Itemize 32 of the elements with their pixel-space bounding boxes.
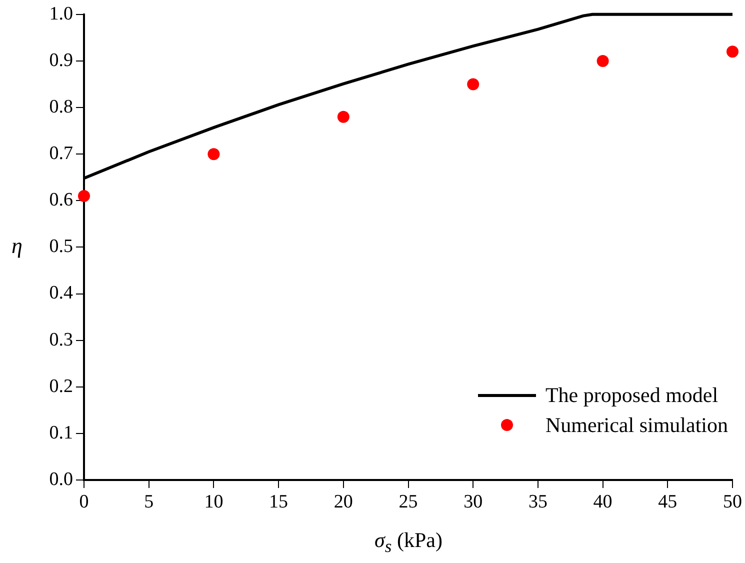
legend-label: Numerical simulation: [545, 412, 728, 438]
y-tick-label: 0.4: [49, 282, 74, 304]
y-tick-label: 0.6: [49, 190, 73, 211]
y-tick-label: 0.9: [49, 50, 73, 71]
point: [78, 190, 90, 202]
legend-label: The proposed model: [545, 382, 718, 408]
point: [337, 110, 350, 123]
y-tick-label: 1.0: [49, 3, 73, 24]
point: [596, 54, 609, 67]
x-tick-label: 50: [723, 491, 742, 512]
y-tick-label: 0.3: [49, 329, 73, 350]
x-tick-label: 20: [334, 491, 353, 512]
point: [208, 148, 220, 160]
point: [467, 78, 480, 90]
x-tick-label: 40: [593, 491, 612, 512]
point: [726, 46, 738, 58]
x-axis-title: σ$_{s}$ (kPa): [374, 528, 444, 558]
x-tick-label: 5: [144, 491, 154, 512]
x-tick-label: 35: [528, 491, 548, 512]
y-axis-title: η: [10, 233, 24, 259]
y-tick-label: 0.2: [49, 376, 73, 397]
x-tick-label: 45: [658, 491, 678, 512]
x-tick-label: 30: [464, 491, 483, 512]
x-tick-label: 25: [398, 491, 418, 512]
y-tick-label: 0.0: [49, 468, 73, 490]
y-tick-label: 0.8: [49, 96, 73, 118]
y-tick-label: 0.1: [49, 422, 73, 444]
y-tick-label: 0.7: [49, 143, 73, 164]
x-tick-label: 10: [204, 491, 224, 512]
x-tick-label: 15: [269, 491, 288, 512]
y-tick-label: 0.5: [49, 236, 73, 258]
x-tick-label: 0: [79, 491, 89, 512]
